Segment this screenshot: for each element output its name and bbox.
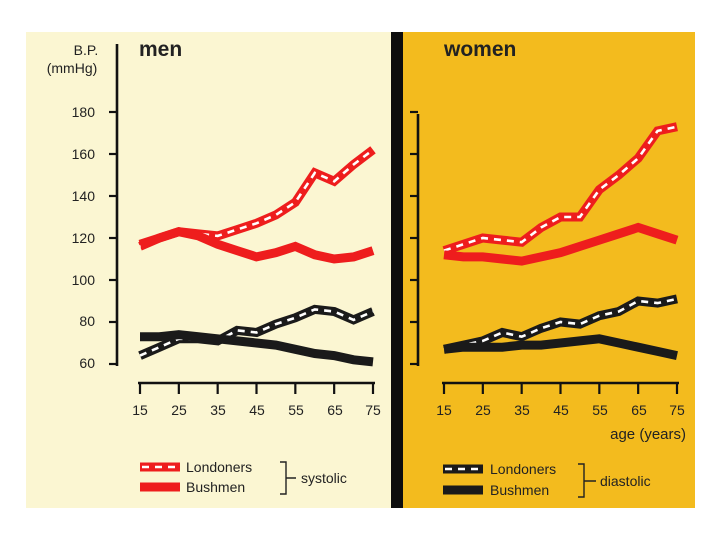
men-x-tick-labels: 15 25 35 45 55 65 75 [132, 402, 381, 418]
series-line [443, 222, 679, 266]
legend-group-systolic: systolic [301, 470, 347, 486]
x-tick-label: 15 [436, 402, 452, 418]
x-tick-label: 15 [132, 402, 148, 418]
x-tick-label: 35 [210, 402, 226, 418]
women-legend-marks [443, 464, 483, 495]
y-axis-unit: (mmHg) [47, 60, 98, 76]
series-line-dash [443, 125, 678, 252]
x-tick-label: 45 [249, 402, 265, 418]
series-line [138, 227, 375, 264]
x-tick-label: 75 [365, 402, 381, 418]
legend-bracket-systolic [280, 461, 296, 495]
legend-group-diastolic: diastolic [600, 473, 651, 489]
legend-label-londoners-diastolic: Londoners [490, 461, 556, 477]
legend-label-londoners-systolic: Londoners [186, 459, 252, 475]
women-x-tick-labels: 15 25 35 45 55 65 75 [436, 402, 685, 418]
series-line-dash [443, 297, 678, 351]
series-bushmen-systolic [138, 227, 375, 264]
x-tick-label: 65 [631, 402, 647, 418]
y-tick-label: 160 [72, 146, 96, 162]
legend-label-bushmen-systolic: Bushmen [186, 479, 245, 495]
men-axes [109, 44, 375, 394]
y-axis-label: B.P. [74, 42, 99, 58]
legend-label-bushmen-diastolic: Bushmen [490, 482, 549, 498]
y-tick-label: 180 [72, 104, 96, 120]
legend-bracket-diastolic [578, 463, 596, 498]
men-series-group [138, 146, 376, 367]
x-tick-label: 45 [553, 402, 569, 418]
x-tick-label: 55 [592, 402, 608, 418]
series-line [443, 334, 678, 360]
panel-divider [391, 32, 403, 508]
series-bushmen-diastolic [443, 334, 678, 360]
y-tick-label: 60 [79, 355, 95, 371]
x-tick-label: 25 [171, 402, 187, 418]
y-tick-label: 140 [72, 188, 96, 204]
y-tick-label: 100 [72, 272, 96, 288]
series-bushmen-systolic [443, 222, 679, 266]
series-line [140, 330, 374, 367]
series-londoners-diastolic [443, 294, 678, 354]
series-bushmen-diastolic [140, 330, 374, 367]
women-panel-background [403, 32, 695, 508]
women-axes [410, 110, 679, 394]
x-tick-label: 75 [669, 402, 685, 418]
x-axis-label: age (years) [610, 426, 686, 443]
women-panel-title: women [443, 38, 516, 61]
y-tick-label: 120 [72, 230, 96, 246]
men-y-tick-labels: 60 80 100 120 140 160 180 [72, 104, 96, 371]
men-panel-background [26, 32, 391, 508]
x-tick-label: 25 [475, 402, 491, 418]
x-tick-label: 55 [288, 402, 304, 418]
women-series-group [442, 122, 679, 360]
x-tick-label: 35 [514, 402, 530, 418]
men-legend-marks [140, 462, 180, 492]
y-tick-label: 80 [79, 313, 95, 329]
series-londoners-systolic [442, 122, 678, 255]
men-panel-title: men [139, 38, 182, 61]
x-tick-label: 65 [327, 402, 343, 418]
